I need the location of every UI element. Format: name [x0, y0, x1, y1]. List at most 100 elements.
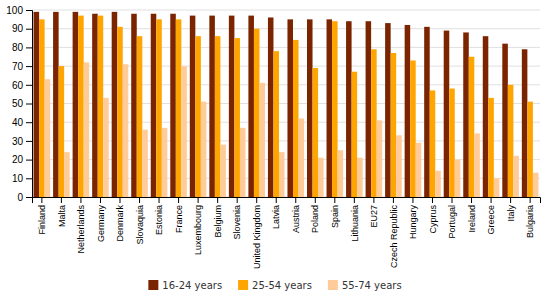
bar — [488, 98, 494, 197]
x-tick: Austria — [291, 197, 301, 233]
y-tick-label: 100 — [6, 5, 23, 16]
x-tick-label: Spain — [330, 205, 340, 228]
x-tick-mark — [198, 197, 199, 203]
x-tick: Slovenia — [232, 197, 242, 240]
x-tick-mark — [139, 197, 140, 203]
x-tick-mark — [530, 197, 531, 203]
x-tick-label: Cyprus — [428, 205, 438, 234]
plot: 0102030405060708090100FinlandMaltaNether… — [6, 5, 540, 269]
bar — [287, 19, 293, 197]
x-tick-mark — [237, 197, 238, 203]
x-tick: Germany — [96, 197, 106, 242]
bar — [259, 83, 265, 197]
legend-label: 55-74 years — [342, 280, 402, 291]
bar — [455, 160, 461, 197]
x-axis: Finland Malta Netherlands Germany Denmark Slo… — [33, 197, 541, 269]
y-tick-label: 60 — [12, 80, 24, 91]
x-tick-mark — [471, 197, 472, 203]
x-tick-mark — [432, 197, 433, 203]
bar — [156, 19, 162, 197]
bar — [190, 16, 196, 197]
x-tick-mark — [315, 197, 316, 203]
bar — [240, 128, 246, 197]
y-tick-label: 20 — [12, 154, 24, 165]
x-tick: Spain — [330, 197, 340, 228]
x-tick-mark — [334, 197, 335, 203]
x-tick-mark — [119, 197, 120, 203]
x-tick-label: Germany — [96, 205, 106, 243]
bar — [327, 19, 333, 197]
y-tick-mark — [26, 178, 32, 179]
x-tick: Netherlands — [76, 197, 86, 254]
x-tick: Malta — [57, 197, 67, 227]
x-tick-label: Greece — [486, 205, 496, 235]
x-tick-label: Luxembourg — [193, 205, 203, 255]
y-tick-label: 70 — [12, 61, 24, 72]
bar — [123, 64, 129, 197]
y-tick-label: 80 — [12, 42, 24, 53]
bar — [513, 156, 519, 197]
x-tick-mark — [412, 197, 413, 203]
bar — [338, 150, 344, 197]
x-tick-label: United Kingdom — [252, 205, 262, 269]
bar — [463, 32, 469, 197]
x-tick-mark — [100, 197, 101, 203]
bar — [424, 27, 430, 197]
x-tick-mark — [276, 197, 277, 203]
x-tick: Estonia — [154, 197, 164, 235]
bars — [34, 12, 539, 197]
x-tick-mark — [354, 197, 355, 203]
x-tick-label: Belgium — [213, 205, 223, 238]
y-tick-label: 10 — [12, 173, 24, 184]
bar — [254, 29, 260, 197]
legend-item: 55-74 years — [328, 280, 402, 291]
x-tick: Lithuania — [350, 197, 360, 242]
bar — [39, 19, 45, 197]
y-tick-label: 90 — [12, 23, 24, 34]
y-axis: 0102030405060708090100 — [6, 5, 32, 203]
x-tick-mark — [80, 197, 81, 203]
bar — [162, 128, 168, 197]
bar — [385, 23, 391, 197]
y-tick: 90 — [12, 23, 32, 34]
bar — [469, 57, 475, 197]
bar — [293, 40, 299, 197]
bar — [234, 38, 240, 197]
x-tick: EU27 — [369, 197, 379, 228]
x-tick-mark — [393, 197, 394, 203]
y-tick-mark — [26, 66, 32, 67]
x-tick-mark — [491, 197, 492, 203]
y-tick-label: 40 — [12, 117, 24, 128]
x-tick-label: Austria — [291, 205, 301, 233]
x-tick-label: Finland — [37, 205, 47, 235]
bar — [84, 62, 90, 197]
bar — [142, 130, 148, 197]
bar — [346, 21, 352, 197]
bar — [435, 171, 441, 197]
x-tick-label: Denmark — [115, 205, 125, 242]
bar — [98, 16, 104, 197]
bar — [502, 44, 508, 197]
x-tick: Greece — [486, 197, 496, 235]
x-tick-label: EU27 — [369, 205, 379, 228]
grid-line — [32, 10, 540, 11]
bar — [215, 36, 221, 197]
x-tick-label: Lithuania — [350, 205, 360, 242]
y-tick-mark — [26, 160, 32, 161]
x-tick-label: Malta — [57, 205, 67, 227]
bar — [366, 21, 372, 197]
bar — [416, 143, 422, 197]
bar — [444, 31, 450, 197]
x-tick-label: Poland — [310, 205, 320, 233]
x-tick: Latvia — [271, 197, 281, 229]
x-tick: United Kingdom — [252, 197, 262, 269]
legend-item: 25-54 years — [238, 280, 312, 291]
bar — [522, 49, 528, 197]
x-tick: France — [174, 197, 184, 233]
x-tick-label: Estonia — [154, 205, 164, 235]
bar — [405, 25, 411, 197]
grid — [32, 10, 540, 197]
x-tick: Cyprus — [428, 197, 438, 234]
y-tick-mark — [26, 122, 32, 123]
y-tick: 30 — [12, 136, 32, 147]
